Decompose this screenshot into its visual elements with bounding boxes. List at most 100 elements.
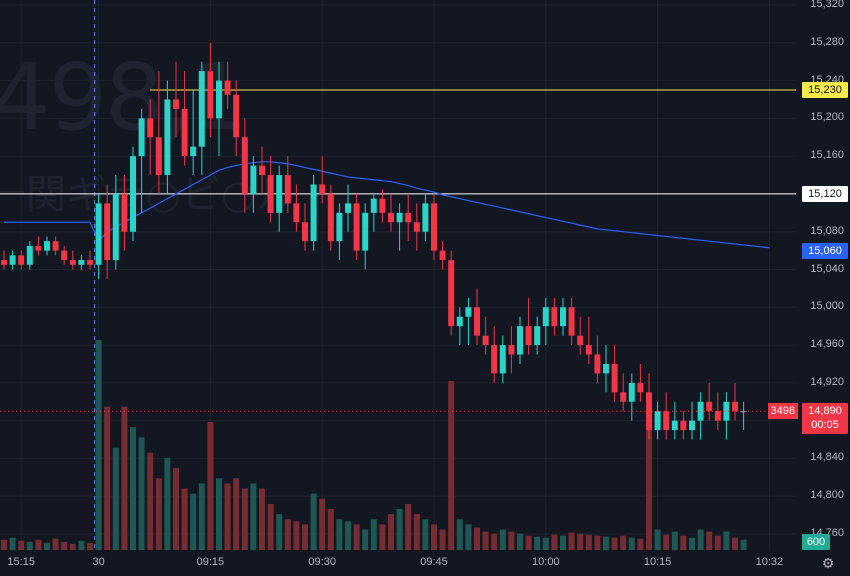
volume-bar bbox=[517, 533, 523, 550]
volume-bar bbox=[706, 531, 713, 550]
candle-body bbox=[284, 175, 291, 204]
price-tick-label: 15,280 bbox=[810, 35, 844, 48]
time-tick-label: 10:00 bbox=[532, 556, 560, 568]
volume-bar bbox=[26, 541, 33, 550]
candle-body bbox=[448, 260, 455, 327]
volume-label: 600 bbox=[802, 534, 830, 550]
candle-body bbox=[69, 260, 76, 265]
volume-bar bbox=[61, 541, 68, 550]
bar-countdown: 00:05 bbox=[811, 419, 839, 432]
volume-bar bbox=[44, 542, 50, 550]
candle-body bbox=[370, 198, 377, 213]
vwap-price-label: 15,060 bbox=[802, 242, 848, 259]
volume-bar bbox=[87, 542, 93, 550]
candle-body bbox=[190, 146, 197, 157]
candle-body bbox=[267, 175, 274, 213]
candle-body bbox=[319, 184, 326, 194]
time-tick-label: 30 bbox=[92, 556, 105, 568]
candle-body bbox=[207, 71, 214, 119]
candle-body bbox=[87, 260, 93, 265]
volume-bar bbox=[336, 519, 343, 550]
volume-bar bbox=[35, 539, 42, 550]
time-tick-label: 09:30 bbox=[308, 556, 336, 568]
candle-body bbox=[706, 401, 713, 412]
price-tick-label: 15,160 bbox=[810, 149, 844, 162]
candle-body bbox=[35, 245, 42, 251]
candle-body bbox=[465, 307, 472, 317]
volume-bar bbox=[164, 457, 171, 550]
time-tick-label: 10:32 bbox=[755, 556, 784, 568]
candle-body bbox=[620, 392, 627, 402]
volume-bar bbox=[491, 533, 498, 550]
candle-body bbox=[413, 222, 420, 232]
volume-bar bbox=[319, 498, 326, 550]
volume-bar bbox=[560, 535, 566, 550]
volume-bar bbox=[525, 535, 532, 550]
vwap-line bbox=[4, 161, 770, 249]
volume-bar bbox=[568, 532, 575, 550]
volume-bar bbox=[689, 537, 695, 550]
candle-body bbox=[740, 411, 747, 413]
candle-body bbox=[611, 363, 618, 393]
volume-bar bbox=[155, 478, 162, 550]
candle-body bbox=[121, 193, 128, 232]
volume-bar bbox=[465, 524, 472, 550]
candle-body bbox=[585, 345, 592, 355]
candle-body bbox=[250, 165, 257, 194]
candle-body bbox=[18, 255, 25, 265]
candle-body bbox=[224, 80, 231, 95]
candle-body bbox=[534, 326, 541, 346]
last-price-value: 14,890 bbox=[808, 405, 842, 418]
candle-body bbox=[628, 382, 635, 402]
candle-body bbox=[26, 245, 33, 265]
volume-bar bbox=[362, 529, 369, 550]
candle-body bbox=[198, 71, 205, 147]
candle-body bbox=[353, 203, 360, 251]
candle-body bbox=[482, 335, 489, 346]
volume-bar bbox=[181, 488, 188, 550]
volume-bar bbox=[121, 406, 128, 550]
candle-body bbox=[104, 203, 111, 261]
candle-body bbox=[1, 260, 7, 265]
candle-body bbox=[78, 260, 85, 265]
candle-body bbox=[517, 326, 523, 355]
volume-bar bbox=[620, 535, 627, 550]
price-tick-label: 15,000 bbox=[810, 300, 844, 313]
volume-bar bbox=[259, 488, 265, 550]
candle-body bbox=[732, 401, 738, 412]
candle-body bbox=[164, 99, 171, 176]
candle-body bbox=[491, 345, 498, 374]
time-tick-label: 10:15 bbox=[643, 556, 672, 568]
candle-body bbox=[362, 212, 369, 251]
candle-body bbox=[147, 118, 154, 138]
candle-body bbox=[155, 137, 162, 176]
candle-body bbox=[594, 354, 601, 374]
volume-bar bbox=[542, 537, 549, 550]
volume-bar bbox=[293, 521, 300, 550]
volume-bar bbox=[603, 536, 609, 550]
volume-bar bbox=[1, 539, 7, 550]
volume-bar bbox=[370, 519, 377, 550]
candle-body bbox=[560, 307, 566, 327]
candle-body bbox=[525, 326, 532, 346]
candle-body bbox=[233, 94, 240, 138]
volume-bar bbox=[680, 535, 687, 550]
price-tick-label: 15,320 bbox=[810, 0, 844, 10]
volume-bar bbox=[422, 519, 429, 550]
price-tick-label: 14,800 bbox=[810, 489, 844, 502]
volume-bar bbox=[577, 533, 584, 550]
candle-body bbox=[9, 255, 16, 265]
candle-body bbox=[310, 184, 317, 242]
candle-body bbox=[439, 250, 446, 261]
volume-bar bbox=[534, 536, 541, 550]
alert-line-label-white[interactable]: 15,120 bbox=[802, 185, 848, 202]
price-tick-label: 15,040 bbox=[810, 262, 844, 275]
volume-bar bbox=[267, 503, 274, 550]
gear-icon[interactable]: ⚙ bbox=[821, 556, 835, 572]
candle-body bbox=[474, 307, 480, 336]
volume-bar bbox=[413, 514, 420, 550]
alert-line-label-yellow[interactable]: 15,230 bbox=[802, 82, 848, 99]
volume-bar bbox=[147, 452, 154, 550]
volume-bar bbox=[284, 519, 291, 550]
